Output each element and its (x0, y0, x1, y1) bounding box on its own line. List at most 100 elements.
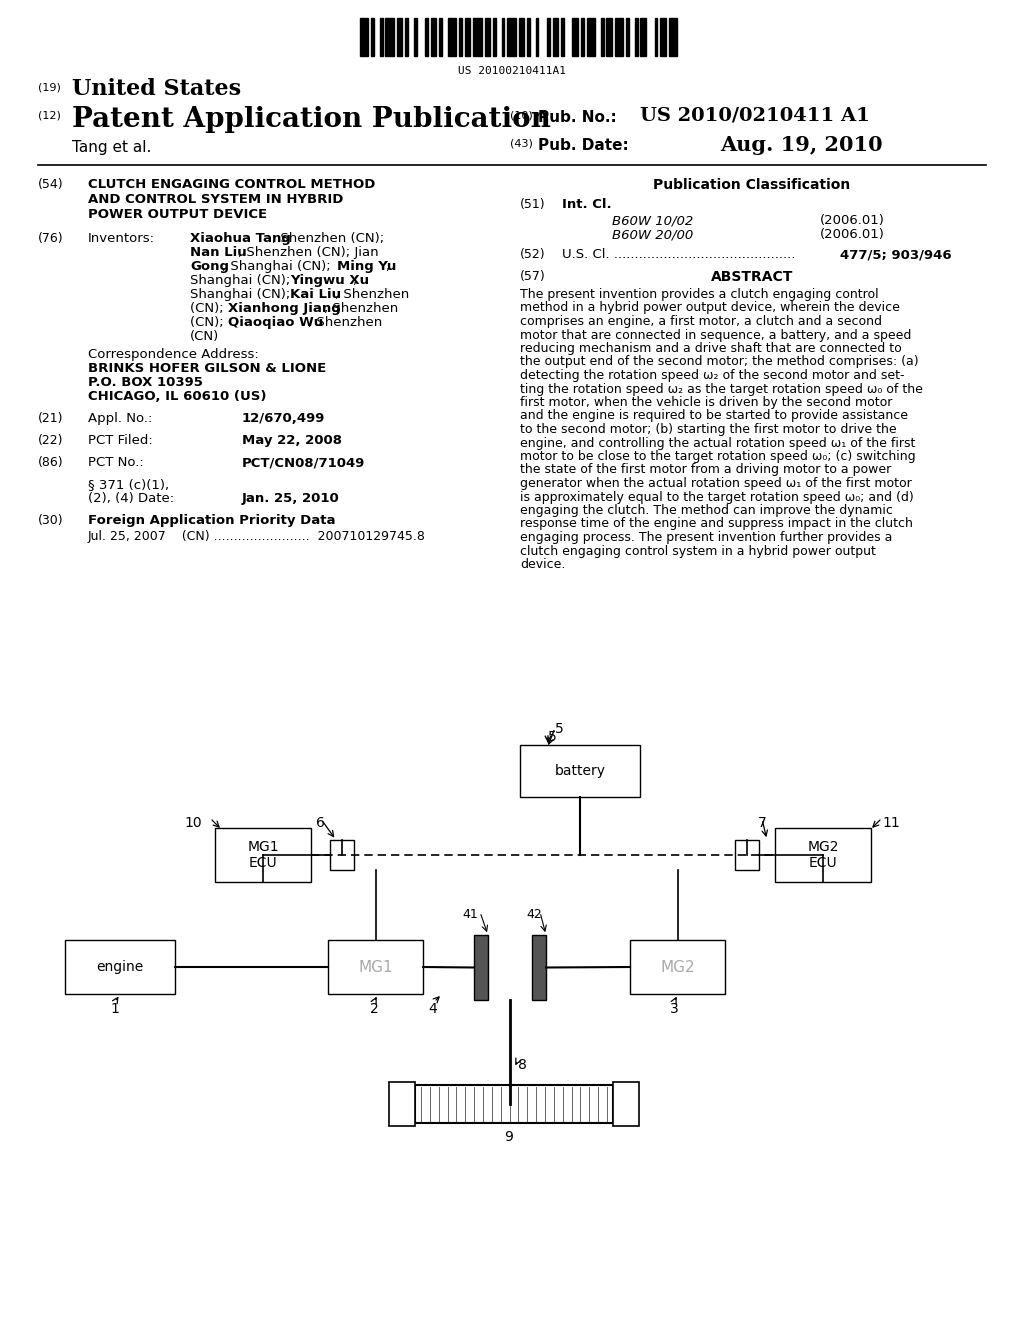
Text: Appl. No.:: Appl. No.: (88, 412, 153, 425)
Bar (630, 940, 725, 994)
Text: motor that are connected in sequence, a battery, and a speed: motor that are connected in sequence, a … (520, 329, 911, 342)
Bar (613, 1082, 639, 1126)
Text: battery: battery (555, 764, 605, 777)
Bar (397, 18, 402, 55)
Text: to the second motor; (b) starting the first motor to drive the: to the second motor; (b) starting the fi… (520, 422, 897, 436)
Text: The present invention provides a clutch engaging control: The present invention provides a clutch … (520, 288, 879, 301)
Bar (484, 18, 490, 55)
Bar (502, 18, 505, 55)
Text: (43): (43) (510, 139, 532, 148)
Text: ,: , (385, 260, 389, 273)
Bar (635, 18, 638, 55)
Bar (527, 18, 529, 55)
Text: MG1: MG1 (247, 840, 279, 854)
Text: (10): (10) (510, 110, 532, 120)
Text: MG1: MG1 (358, 960, 393, 974)
Text: Aug. 19, 2010: Aug. 19, 2010 (720, 135, 883, 154)
Text: , Shenzhen (CN); Jian: , Shenzhen (CN); Jian (238, 246, 379, 259)
Text: (57): (57) (520, 271, 546, 282)
Text: (CN): (CN) (190, 330, 219, 343)
Bar (447, 18, 457, 55)
Text: 8: 8 (518, 1059, 527, 1072)
Text: 4: 4 (428, 1002, 437, 1016)
Text: Ming Yu: Ming Yu (337, 260, 396, 273)
Text: 11: 11 (882, 816, 900, 830)
Text: (76): (76) (38, 232, 63, 246)
Text: Jul. 25, 2007    (CN) ........................  200710129745.8: Jul. 25, 2007 (CN) .....................… (88, 531, 426, 543)
Bar (572, 18, 579, 55)
Bar (507, 18, 516, 55)
Text: (54): (54) (38, 178, 63, 191)
Text: 477/5; 903/946: 477/5; 903/946 (840, 248, 951, 261)
Text: , Shenzhen: , Shenzhen (308, 315, 382, 329)
Text: ECU: ECU (249, 855, 278, 870)
Text: MG2: MG2 (660, 960, 695, 974)
Text: (2), (4) Date:: (2), (4) Date: (88, 492, 174, 506)
Text: and the engine is required to be started to provide assistance: and the engine is required to be started… (520, 409, 908, 422)
Text: (19): (19) (38, 82, 60, 92)
Text: 12/670,499: 12/670,499 (242, 412, 326, 425)
Text: BRINKS HOFER GILSON & LIONE: BRINKS HOFER GILSON & LIONE (88, 362, 327, 375)
Bar (360, 18, 369, 55)
Bar (775, 828, 871, 882)
Text: Tang et al.: Tang et al. (72, 140, 152, 154)
Text: (12): (12) (38, 110, 60, 120)
Bar (536, 18, 539, 55)
Text: P.O. BOX 10395: P.O. BOX 10395 (88, 376, 203, 389)
Text: 1: 1 (110, 1002, 119, 1016)
Text: B60W 10/02: B60W 10/02 (612, 214, 693, 227)
Text: B60W 20/00: B60W 20/00 (612, 228, 693, 242)
Bar (601, 18, 603, 55)
Text: Patent Application Publication: Patent Application Publication (72, 106, 551, 133)
Text: , Shenzhen (CN);: , Shenzhen (CN); (272, 232, 384, 246)
Text: Kai Liu: Kai Liu (290, 288, 341, 301)
Text: (52): (52) (520, 248, 546, 261)
Bar (415, 1085, 613, 1123)
Text: method in a hybrid power output device, wherein the device: method in a hybrid power output device, … (520, 301, 900, 314)
Text: PCT/CN08/71049: PCT/CN08/71049 (242, 455, 366, 469)
Text: 5: 5 (548, 730, 557, 744)
Bar (380, 18, 383, 55)
Text: is approximately equal to the target rotation speed ω₀; and (d): is approximately equal to the target rot… (520, 491, 913, 503)
Text: 6: 6 (316, 816, 325, 830)
Text: Pub. Date:: Pub. Date: (538, 139, 629, 153)
Text: Publication Classification: Publication Classification (653, 178, 851, 191)
Text: 41: 41 (462, 908, 478, 921)
Bar (518, 18, 524, 55)
Text: Inventors:: Inventors: (88, 232, 155, 246)
Bar (414, 18, 417, 55)
Bar (459, 18, 462, 55)
Text: Foreign Application Priority Data: Foreign Application Priority Data (88, 513, 336, 527)
Text: engine: engine (96, 960, 143, 974)
Text: Shanghai (CN);: Shanghai (CN); (190, 288, 295, 301)
Bar (431, 18, 436, 55)
Text: generator when the actual rotation speed ω₁ of the first motor: generator when the actual rotation speed… (520, 477, 911, 490)
Bar (473, 18, 481, 55)
Text: 42: 42 (526, 908, 542, 921)
Text: Correspondence Address:: Correspondence Address: (88, 348, 259, 360)
Text: device.: device. (520, 558, 565, 572)
Text: ABSTRACT: ABSTRACT (711, 271, 794, 284)
Text: (21): (21) (38, 412, 63, 425)
Text: Jan. 25, 2010: Jan. 25, 2010 (242, 492, 340, 506)
Text: (30): (30) (38, 513, 63, 527)
Bar (660, 18, 666, 55)
Text: U.S. Cl. ............................................: U.S. Cl. ...............................… (562, 248, 796, 261)
Text: 7: 7 (758, 816, 767, 830)
Text: , Shanghai (CN);: , Shanghai (CN); (222, 260, 335, 273)
Text: 3: 3 (670, 1002, 679, 1016)
Bar (385, 18, 394, 55)
Bar (532, 935, 546, 1001)
Text: engine, and controlling the actual rotation speed ω₁ of the first: engine, and controlling the actual rotat… (520, 437, 915, 450)
Text: May 22, 2008: May 22, 2008 (242, 434, 342, 447)
Text: PCT Filed:: PCT Filed: (88, 434, 153, 447)
Text: MG2: MG2 (807, 840, 839, 854)
Bar (465, 18, 470, 55)
Bar (474, 935, 488, 1001)
Text: POWER OUTPUT DEVICE: POWER OUTPUT DEVICE (88, 209, 267, 220)
Text: 2: 2 (370, 1002, 379, 1016)
Bar (425, 18, 428, 55)
Text: PCT No.:: PCT No.: (88, 455, 143, 469)
Bar (65, 940, 175, 994)
Text: (86): (86) (38, 455, 63, 469)
